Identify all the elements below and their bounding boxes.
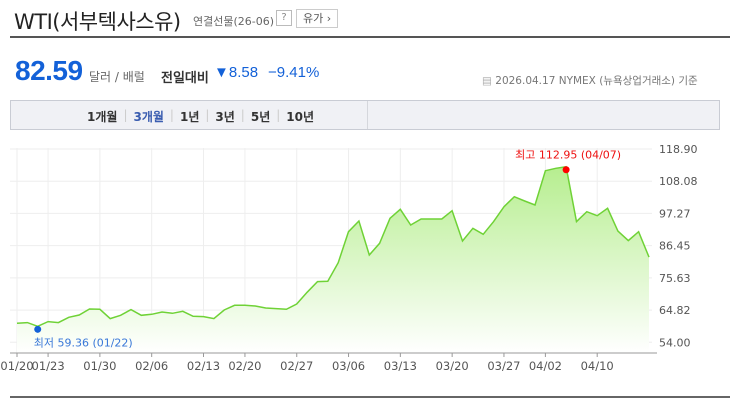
page-title: WTI(서부텍사스유) bbox=[14, 10, 181, 34]
period-tabs: 1개월 | 3개월 | 1년 | 3년 | 5년 | 10년 bbox=[10, 100, 720, 130]
tab-4[interactable]: 5년 bbox=[250, 110, 271, 124]
oil-price-button[interactable]: 유가 › bbox=[296, 9, 339, 28]
y-tick-label: 75.63 bbox=[659, 272, 691, 285]
tab-1[interactable]: 3개월 bbox=[133, 110, 164, 124]
current-price: 82.59 bbox=[15, 55, 83, 86]
calendar-icon: ▤ bbox=[482, 75, 492, 87]
divider bbox=[10, 396, 730, 398]
y-tick-label: 108.08 bbox=[659, 175, 698, 188]
x-tick-label: 02/06 bbox=[135, 359, 168, 373]
low-marker bbox=[34, 325, 42, 333]
compare-label: 전일대비 bbox=[161, 71, 209, 86]
x-tick-label: 02/13 bbox=[187, 359, 220, 373]
high-marker bbox=[562, 166, 570, 174]
tab-2[interactable]: 1년 bbox=[179, 110, 200, 124]
as-of-date: ▤ 2026.04.17 NYMEX (뉴욕상업거래소) 기준 bbox=[482, 73, 698, 88]
price-line bbox=[16, 165, 650, 328]
tab-separator: | bbox=[205, 108, 210, 122]
divider bbox=[10, 36, 730, 38]
as-of-text: 2026.04.17 NYMEX (뉴욕상업거래소) 기준 bbox=[495, 75, 698, 87]
price-unit: 달러 / 배럴 bbox=[89, 70, 145, 84]
x-tick-label: 03/06 bbox=[332, 359, 365, 373]
tab-5[interactable]: 10년 bbox=[286, 110, 315, 124]
x-tick-label: 01/30 bbox=[83, 359, 116, 373]
help-button[interactable]: ? bbox=[276, 10, 292, 26]
x-tick-label: 03/13 bbox=[384, 359, 417, 373]
low-label: 최저 59.36 (01/22) bbox=[34, 336, 133, 349]
x-tick-label: 03/20 bbox=[436, 359, 469, 373]
x-tick-label: 01/23 bbox=[32, 359, 65, 373]
tab-separator: | bbox=[123, 108, 128, 122]
x-tick-label: 02/27 bbox=[280, 359, 313, 373]
price-area bbox=[17, 166, 649, 353]
x-tick-label: 03/27 bbox=[487, 359, 520, 373]
y-tick-label: 97.27 bbox=[659, 207, 691, 220]
contract-subtitle: 연결선물(26-06) bbox=[193, 15, 275, 28]
tab-separator: | bbox=[276, 108, 281, 122]
price-chart: 118.90 108.08 97.27 86.45 75.63 64.82 54.00 01/… bbox=[0, 143, 698, 373]
y-tick-label: 64.82 bbox=[659, 304, 691, 317]
price-change-percent: −9.41% bbox=[268, 64, 320, 81]
tab-3[interactable]: 3년 bbox=[215, 110, 235, 124]
x-tick-label: 04/10 bbox=[581, 359, 614, 373]
x-tick-label: 04/02 bbox=[529, 359, 562, 373]
x-tick-label: 01/20 bbox=[0, 359, 33, 373]
x-tick-label: 02/20 bbox=[228, 359, 261, 373]
y-tick-label: 118.90 bbox=[659, 143, 698, 156]
price-change: ▼8.58 bbox=[214, 64, 259, 81]
y-tick-label: 86.45 bbox=[659, 240, 691, 253]
high-label: 최고 112.95 (04/07) bbox=[515, 149, 621, 162]
divider bbox=[367, 101, 368, 129]
tab-separator: | bbox=[240, 108, 245, 122]
tab-separator: | bbox=[169, 108, 174, 122]
y-tick-label: 54.00 bbox=[659, 336, 691, 349]
tab-0[interactable]: 1개월 bbox=[87, 110, 118, 124]
